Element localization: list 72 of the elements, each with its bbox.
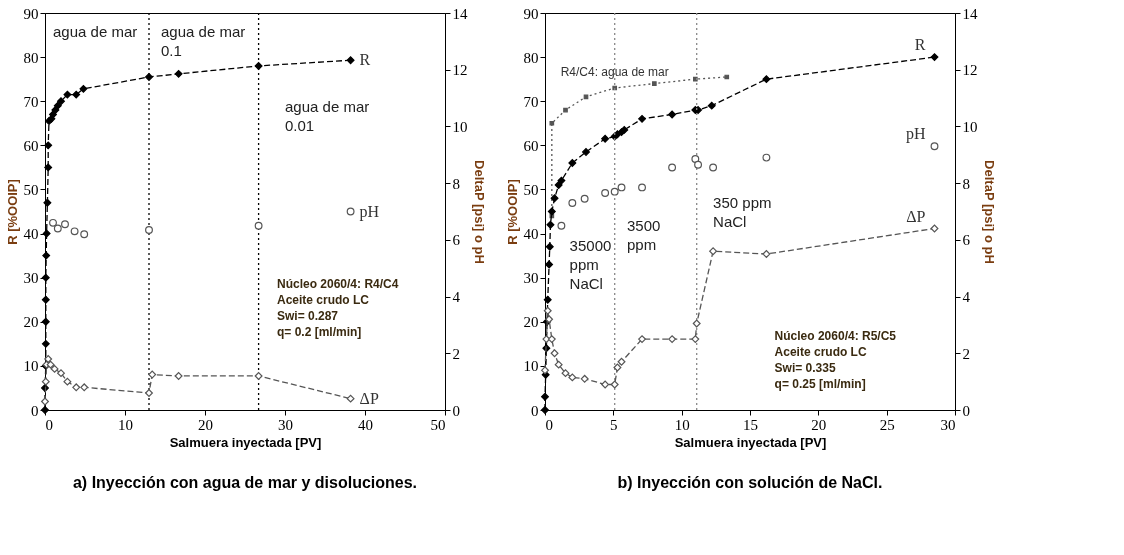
y2-tick-label: 0: [452, 402, 460, 419]
x-tick-label: 30: [278, 416, 293, 433]
y-tick-label: 50: [523, 181, 539, 198]
y2-tick-label: 4: [452, 289, 461, 306]
y2-tick-label: 4: [962, 289, 971, 306]
y2-tick-label: 8: [452, 175, 460, 192]
y-tick-label: 20: [523, 314, 539, 331]
y-tick-label: 90: [523, 5, 539, 22]
x-tick-label: 10: [118, 416, 133, 433]
y2-tick-label: 6: [452, 232, 461, 249]
y-axis-title: R [%OOIP]: [4, 179, 20, 245]
y-tick-label: 10: [23, 358, 39, 375]
x-tick-label: 5: [610, 416, 618, 433]
x-tick-label: 50: [430, 416, 446, 433]
annotation: Núcleo 2060/4: R5/C5 Aceite crudo LC Swi= 0.335 q= 0.25 [ml/min]: [774, 328, 897, 391]
annotation: agua de mar 0.01: [285, 98, 370, 135]
y2-tick-label: 10: [452, 118, 468, 135]
y2-tick-label: 2: [962, 345, 970, 362]
x-tick-label: 25: [879, 416, 895, 433]
y-tick-label: 60: [23, 137, 39, 154]
series-label: pH: [905, 125, 926, 144]
y2-tick-label: 10: [962, 118, 978, 135]
annotation: agua de mar 0.1: [161, 22, 246, 59]
y-tick-label: 0: [31, 402, 39, 419]
annotation: Núcleo 2060/4: R4/C4 Aceite crudo LC Swi= 0.287 q= 0.2 [ml/min]: [277, 276, 399, 339]
series-label: R: [914, 36, 926, 54]
series-label: R4/C4: agua de mar: [560, 64, 669, 79]
series-label: pH: [359, 202, 380, 221]
x-tick-label: 20: [811, 416, 827, 433]
y-tick-label: 40: [23, 226, 39, 243]
y-tick-label: 30: [23, 270, 39, 287]
x-tick-label: 15: [743, 416, 758, 433]
y2-tick-label: 6: [962, 232, 971, 249]
x-tick-label: 30: [940, 416, 956, 433]
y2-tick-label: 8: [962, 175, 970, 192]
y2-tick-label: 2: [452, 345, 460, 362]
y2-tick-label: 14: [962, 5, 978, 22]
y2-axis-title: DeltaP [psi] o pH: [981, 160, 997, 264]
annotation: 3500 ppm: [627, 217, 661, 254]
y2-tick-label: 12: [452, 62, 468, 79]
y-tick-label: 80: [23, 49, 39, 66]
x-axis-title: Salmuera inyectada [PV]: [674, 434, 827, 450]
y2-tick-label: 14: [452, 5, 468, 22]
y-tick-label: 10: [523, 358, 539, 375]
y2-tick-label: 12: [962, 62, 978, 79]
y-tick-label: 0: [531, 402, 539, 419]
series-label: ΔP: [359, 389, 379, 407]
text: a) Inyección con agua de mar y disoluciones.: [72, 474, 418, 491]
annotation: 35000 ppm NaCl: [569, 237, 612, 293]
y-tick-label: 90: [23, 5, 39, 22]
y-tick-label: 20: [23, 314, 39, 331]
y-tick-label: 80: [523, 49, 539, 66]
y-tick-label: 70: [523, 93, 539, 110]
annotation: agua de mar: [53, 22, 138, 40]
y-tick-label: 60: [523, 137, 539, 154]
x-axis-title: Salmuera inyectada [PV]: [169, 434, 322, 450]
y-tick-label: 50: [23, 181, 39, 198]
annotation: 350 ppm NaCl: [713, 193, 772, 230]
series-label: ΔP: [906, 207, 926, 225]
series-label: R: [359, 51, 371, 69]
y-tick-label: 70: [23, 93, 39, 110]
y-axis-title: R [%OOIP]: [504, 179, 520, 245]
text: b) Inyección con solución de NaCl.: [617, 474, 883, 491]
x-tick-label: 20: [198, 416, 213, 433]
y2-axis-title: DeltaP [psi] o pH: [471, 160, 487, 264]
y-tick-label: 30: [523, 270, 539, 287]
x-tick-label: 10: [674, 416, 690, 433]
y-tick-label: 40: [523, 226, 539, 243]
x-tick-label: 40: [358, 416, 373, 433]
y2-tick-label: 0: [962, 402, 970, 419]
x-tick-label: 0: [45, 416, 53, 433]
x-tick-label: 0: [545, 416, 553, 433]
